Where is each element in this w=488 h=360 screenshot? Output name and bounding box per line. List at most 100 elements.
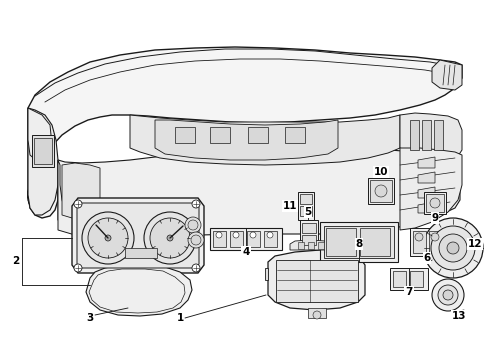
Polygon shape: [155, 120, 337, 160]
Bar: [299, 194, 311, 204]
Circle shape: [88, 218, 128, 258]
Polygon shape: [28, 47, 461, 218]
Bar: [423, 192, 445, 214]
Polygon shape: [285, 127, 305, 143]
Circle shape: [430, 233, 438, 241]
Bar: [389, 268, 427, 290]
Bar: [229, 231, 243, 247]
Polygon shape: [417, 172, 434, 183]
Bar: [392, 271, 405, 287]
Polygon shape: [86, 265, 192, 316]
Bar: [32, 135, 54, 167]
Circle shape: [192, 264, 200, 272]
Circle shape: [74, 264, 82, 272]
Circle shape: [429, 198, 439, 208]
Bar: [125, 248, 157, 258]
Polygon shape: [209, 127, 229, 143]
Circle shape: [82, 212, 134, 264]
Bar: [213, 231, 225, 247]
Polygon shape: [77, 203, 199, 268]
Text: 9: 9: [430, 213, 438, 223]
Circle shape: [74, 200, 82, 208]
Bar: [367, 178, 393, 204]
Bar: [302, 223, 315, 233]
Polygon shape: [399, 113, 461, 158]
Bar: [299, 220, 317, 248]
Bar: [319, 222, 397, 262]
Polygon shape: [28, 108, 52, 162]
Polygon shape: [72, 198, 203, 273]
Circle shape: [312, 311, 320, 319]
Bar: [246, 231, 260, 247]
Circle shape: [442, 290, 452, 300]
Bar: [297, 192, 313, 220]
Text: 10: 10: [373, 167, 387, 177]
Circle shape: [105, 235, 111, 241]
Circle shape: [266, 232, 272, 238]
Polygon shape: [264, 268, 267, 280]
Bar: [412, 231, 425, 253]
Polygon shape: [289, 240, 329, 250]
Text: 13: 13: [451, 311, 465, 321]
Text: 7: 7: [405, 287, 412, 297]
Text: 4: 4: [242, 247, 249, 257]
Bar: [409, 271, 422, 287]
Polygon shape: [130, 115, 399, 165]
Bar: [369, 180, 391, 202]
Bar: [34, 138, 52, 164]
Circle shape: [192, 200, 200, 208]
Text: 8: 8: [355, 239, 362, 249]
Circle shape: [150, 218, 190, 258]
Bar: [302, 235, 315, 245]
Bar: [325, 228, 355, 256]
Circle shape: [431, 279, 463, 311]
Text: 11: 11: [282, 201, 297, 211]
Polygon shape: [58, 147, 459, 235]
Polygon shape: [175, 127, 195, 143]
Circle shape: [143, 212, 196, 264]
Bar: [324, 226, 393, 258]
Text: 2: 2: [12, 256, 20, 266]
Polygon shape: [267, 250, 364, 310]
Polygon shape: [399, 148, 461, 230]
Bar: [209, 228, 282, 250]
Polygon shape: [417, 202, 434, 213]
Bar: [425, 194, 443, 212]
Text: 12: 12: [467, 239, 481, 249]
Bar: [275, 260, 357, 302]
Bar: [297, 242, 304, 249]
Circle shape: [437, 285, 457, 305]
Circle shape: [184, 217, 201, 233]
Polygon shape: [417, 157, 434, 168]
Bar: [433, 120, 442, 150]
Text: 5: 5: [304, 207, 311, 217]
Polygon shape: [431, 60, 461, 90]
Bar: [264, 231, 276, 247]
Circle shape: [374, 185, 386, 197]
Circle shape: [232, 232, 239, 238]
Circle shape: [187, 232, 203, 248]
Bar: [307, 242, 313, 249]
Bar: [421, 120, 430, 150]
Circle shape: [167, 235, 173, 241]
Bar: [317, 242, 324, 249]
Circle shape: [187, 220, 198, 230]
Polygon shape: [58, 160, 128, 240]
Polygon shape: [28, 108, 58, 215]
Bar: [409, 120, 418, 150]
Polygon shape: [247, 127, 267, 143]
Circle shape: [249, 232, 256, 238]
Circle shape: [446, 242, 458, 254]
Polygon shape: [417, 187, 434, 198]
Bar: [409, 228, 444, 256]
Circle shape: [438, 234, 466, 262]
Bar: [428, 231, 441, 253]
Circle shape: [430, 226, 474, 270]
Bar: [299, 206, 311, 216]
Text: 6: 6: [423, 253, 430, 263]
Bar: [307, 308, 325, 318]
Circle shape: [414, 233, 422, 241]
Text: 3: 3: [86, 313, 93, 323]
Polygon shape: [62, 163, 100, 220]
Circle shape: [422, 218, 482, 278]
